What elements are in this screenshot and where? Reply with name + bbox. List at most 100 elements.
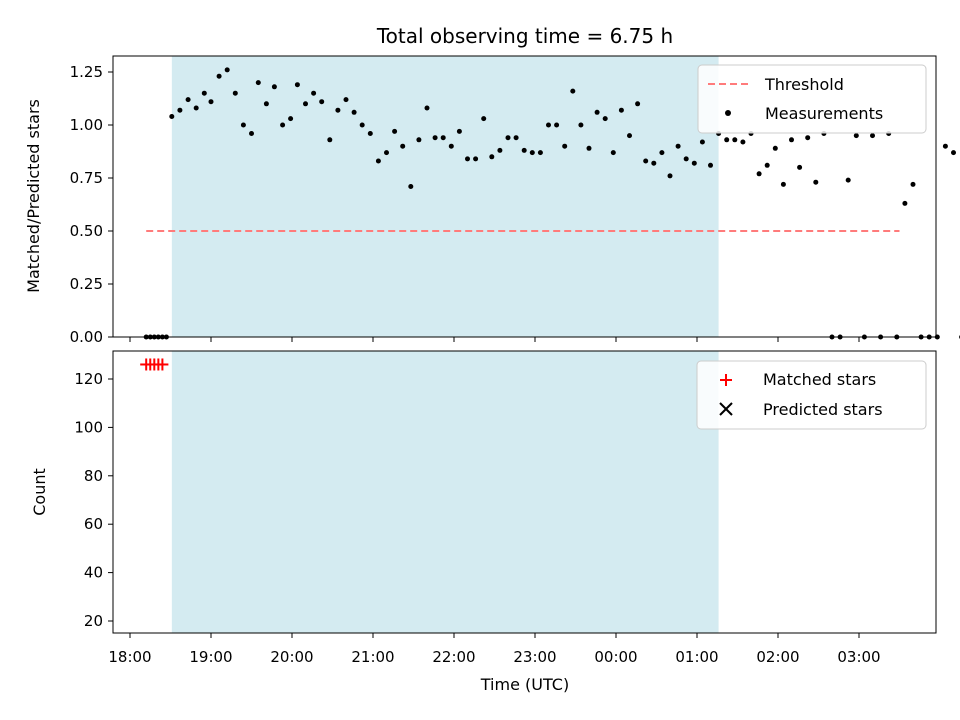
measurement-point: [255, 80, 261, 86]
measurement-point: [481, 116, 487, 122]
measurement-point: [594, 109, 600, 115]
measurement-point: [497, 147, 503, 153]
measurement-point: [659, 150, 665, 156]
measurement-point: [529, 150, 535, 156]
top-y-tick-label: 1.00: [70, 116, 103, 134]
measurement-point: [392, 128, 398, 134]
bottom-y-axis-label: Count: [30, 468, 49, 516]
measurement-point: [448, 143, 454, 149]
bottom-x-tick-label: 03:00: [837, 648, 880, 666]
measurement-point: [772, 145, 778, 151]
measurement-point: [177, 107, 183, 113]
measurement-point: [805, 135, 811, 141]
measurement-point: [618, 107, 624, 113]
measurement-point: [513, 135, 519, 141]
measurements-legend-label: Measurements: [765, 104, 883, 123]
count-points: [140, 358, 169, 371]
measurement-point: [951, 150, 956, 156]
measurement-point: [280, 122, 286, 128]
bottom-x-tick-label: 19:00: [189, 648, 232, 666]
measurement-point: [942, 143, 948, 149]
bottom-x-tick-label: 22:00: [432, 648, 475, 666]
top-shaded-interval: [171, 56, 719, 337]
measurements-legend-swatch: [725, 110, 731, 116]
top-y-axis: 0.00 0.25 0.50 0.75 1.00 1.25: [70, 63, 113, 346]
measurement-point: [870, 133, 875, 139]
measurement-point: [505, 135, 511, 141]
top-panel: 0.00 0.25 0.50 0.75 1.00 1.25 Matched/Predict…: [24, 55, 960, 346]
measurement-point: [546, 122, 551, 128]
measurement-point: [351, 109, 357, 115]
bottom-x-tick-label: 02:00: [756, 648, 799, 666]
bottom-legend-box: [696, 360, 927, 430]
measurement-point: [319, 99, 325, 105]
measurement-point: [537, 150, 543, 156]
bottom-x-tick-label: 18:00: [108, 648, 151, 666]
top-plot-frame: [112, 55, 937, 338]
chart-title: Total observing time = 6.75 h: [376, 24, 673, 48]
measurement-point: [169, 114, 175, 119]
measurement-point: [740, 139, 746, 145]
bottom-y-tick-label: 40: [84, 564, 103, 582]
bottom-x-tick-label: 21:00: [351, 648, 394, 666]
top-y-tick-label: 1.25: [70, 63, 103, 81]
measurement-point: [384, 150, 389, 156]
bottom-y-tick-label: 120: [74, 370, 103, 388]
bottom-plot-frame: [112, 350, 937, 634]
measurement-point: [432, 135, 438, 141]
bottom-y-tick-label: 100: [74, 418, 103, 436]
measurement-point: [651, 160, 657, 166]
top-y-tick-label: 0.75: [70, 169, 103, 187]
measurement-point: [562, 143, 568, 149]
bottom-x-tick-label: 00:00: [594, 648, 637, 666]
measurement-point: [294, 82, 300, 88]
bottom-x-tick-label: 01:00: [675, 648, 718, 666]
measurement-point: [554, 122, 560, 128]
measurement-point: [327, 137, 333, 143]
measurement-point: [408, 184, 414, 189]
top-legend: Threshold Measurements: [697, 64, 927, 134]
measurement-point: [465, 156, 470, 162]
top-y-tick-label: 0.25: [70, 275, 103, 293]
measurement-point: [473, 156, 479, 162]
measurement-point: [201, 90, 207, 96]
measurement-point: [756, 171, 762, 177]
predicted-legend-label: Predicted stars: [763, 400, 883, 419]
measurement-point: [910, 181, 916, 187]
measurement-point: [813, 179, 819, 185]
measurement-point: [675, 143, 681, 149]
bottom-y-tick-label: 80: [84, 467, 103, 485]
measurement-point: [643, 158, 649, 164]
measurement-point: [249, 131, 254, 136]
measurement-point: [288, 116, 294, 122]
measurement-point: [400, 143, 406, 149]
measurement-point: [797, 164, 803, 170]
measurement-point: [699, 139, 705, 145]
measurement-point: [635, 101, 641, 107]
measurement-point: [343, 97, 349, 103]
matched-legend-label: Matched stars: [763, 370, 876, 389]
measurement-point: [489, 154, 495, 160]
measurement-point: [789, 137, 794, 143]
measurement-point: [311, 90, 317, 96]
measurement-point: [724, 137, 730, 143]
measurement-point: [902, 200, 908, 206]
threshold-legend-label: Threshold: [764, 75, 844, 94]
bottom-legend: Matched stars Predicted stars: [696, 360, 927, 430]
measurement-point: [780, 181, 786, 187]
bottom-x-tick-label: 20:00: [270, 648, 313, 666]
measurement-point: [683, 156, 689, 162]
measurement-point: [602, 116, 608, 122]
measurement-point: [224, 67, 230, 73]
bottom-x-tick-label: 23:00: [513, 648, 556, 666]
measurement-point: [570, 88, 576, 94]
measurement-point: [732, 137, 738, 143]
measurement-point: [232, 90, 238, 96]
bottom-y-axis: 20 40 60 80 100 120: [74, 370, 113, 630]
measurement-point: [185, 97, 191, 103]
measurement-points: [143, 67, 960, 340]
bottom-y-tick-label: 60: [84, 515, 103, 533]
measurement-point: [456, 128, 462, 134]
top-y-tick-label: 0.50: [70, 222, 103, 240]
bottom-shaded-interval: [171, 351, 719, 633]
